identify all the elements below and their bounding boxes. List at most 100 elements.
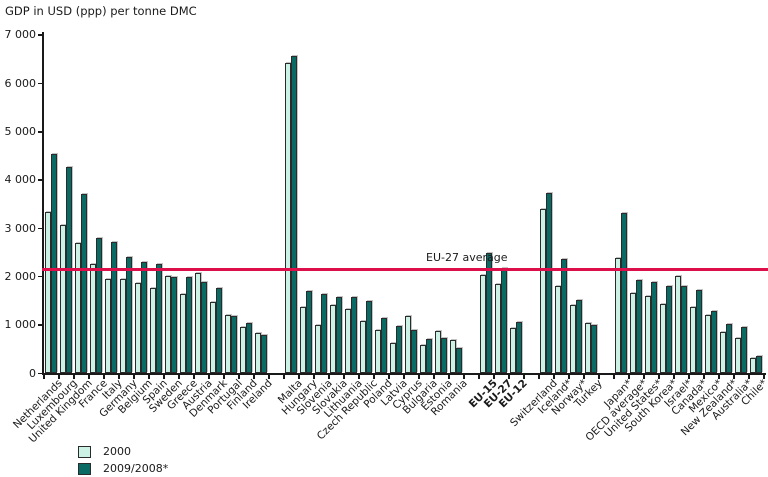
bar-2009-2008--slovakia	[336, 297, 342, 373]
x-tick-mark	[163, 375, 165, 379]
x-tick-mark	[88, 375, 90, 379]
x-tick-mark	[523, 375, 525, 379]
x-tick-mark	[718, 375, 720, 379]
x-tick-mark	[148, 375, 150, 379]
x-tick-mark	[403, 375, 405, 379]
x-tick-mark	[643, 375, 645, 379]
y-tick-label: 1 000	[4, 318, 37, 332]
x-tick-mark	[673, 375, 675, 379]
bar-2009-2008--united-states	[651, 282, 657, 373]
x-tick-mark	[763, 375, 765, 379]
bar-2000-belgium	[135, 283, 141, 373]
bar-2000-united-kingdom	[75, 243, 81, 373]
x-tick-mark	[238, 375, 240, 379]
bar-2009-2008--ireland	[261, 335, 267, 373]
bar-2000-france	[90, 264, 96, 373]
x-tick-mark	[298, 375, 300, 379]
x-tick-mark	[463, 375, 465, 379]
bar-2000-ireland	[255, 333, 261, 373]
bar-2000-malta	[285, 63, 291, 373]
x-tick-mark	[553, 375, 555, 379]
y-tick-mark	[38, 372, 43, 374]
bar-2009-2008--australia	[741, 327, 747, 373]
bar-2000-portugal	[225, 315, 231, 373]
bar-2009-2008--united-kingdom	[81, 194, 87, 373]
bar-2000-australia	[735, 338, 741, 373]
bar-2000-greece	[180, 294, 186, 373]
bar-2000-new-zealand	[720, 332, 726, 373]
bar-2000-czech-republic	[360, 321, 366, 373]
bar-2000-chile	[750, 358, 756, 373]
bar-2009-2008--cyprus	[411, 330, 417, 373]
x-tick-mark	[478, 375, 480, 379]
bar-2009-2008--new-zealand	[726, 324, 732, 373]
bar-2009-2008--lithuania	[351, 297, 357, 373]
bar-2009-2008--germany	[126, 257, 132, 373]
bar-2000-slovakia	[330, 305, 336, 373]
x-tick-mark	[208, 375, 210, 379]
x-tick-mark	[388, 375, 390, 379]
legend-swatch-2009-2008	[78, 462, 91, 475]
x-tick-mark	[748, 375, 750, 379]
eu27-average-line	[42, 268, 768, 272]
chart-title: GDP in USD (ppp) per tonne DMC	[5, 4, 197, 18]
x-tick-mark	[193, 375, 195, 379]
bar-2009-2008--portugal	[231, 316, 237, 373]
y-tick-mark	[38, 227, 43, 230]
x-tick-mark	[223, 375, 225, 379]
legend-label-2000: 2000	[103, 445, 131, 458]
y-tick-mark	[38, 34, 43, 36]
x-tick-mark	[358, 375, 360, 379]
reference-line-label: EU-27 average	[426, 251, 508, 265]
bar-2000-finland	[240, 327, 246, 373]
bar-2000-eu-15	[480, 275, 486, 373]
legend-label-2009-2008: 2009/2008*	[103, 462, 169, 475]
x-tick-mark	[283, 375, 285, 379]
bar-2009-2008--iceland	[561, 259, 567, 373]
bar-2000-poland	[375, 330, 381, 373]
bar-2009-2008--denmark	[216, 288, 222, 373]
bar-2009-2008--greece	[186, 277, 192, 373]
bar-2000-netherlands	[45, 212, 51, 373]
bar-2009-2008--canada	[696, 290, 702, 373]
bar-2009-2008--south-korea	[666, 286, 672, 373]
bar-2009-2008--poland	[381, 318, 387, 373]
bar-2009-2008--eu-12	[516, 322, 522, 373]
bar-2009-2008--japan	[621, 213, 627, 373]
bar-2009-2008--finland	[246, 323, 252, 373]
bar-2009-2008--austria	[201, 282, 207, 373]
bar-2000-bulgaria	[420, 345, 426, 373]
y-tick-label: 5 000	[4, 125, 37, 138]
bar-2009-2008--czech-republic	[366, 301, 372, 373]
x-tick-mark	[133, 375, 135, 379]
bar-2000-slovenia	[315, 325, 321, 373]
x-tick-mark	[103, 375, 105, 379]
bar-2000-eu-27	[495, 284, 501, 373]
bar-2000-israel	[675, 276, 681, 373]
bar-2000-sweden	[165, 276, 171, 373]
bar-2000-latvia	[390, 343, 396, 373]
bar-2000-italy	[105, 279, 111, 373]
x-tick-mark	[253, 375, 255, 379]
bar-2009-2008--latvia	[396, 326, 402, 373]
bar-2009-2008--estonia	[441, 338, 447, 373]
x-tick-mark	[268, 375, 270, 379]
bar-2000-denmark	[210, 302, 216, 373]
bar-2000-estonia	[435, 331, 441, 373]
bar-2009-2008--eu-27	[501, 268, 507, 373]
x-tick-mark	[613, 375, 615, 379]
x-tick-mark	[43, 375, 45, 379]
x-tick-mark	[73, 375, 75, 379]
bar-2000-luxembourg	[60, 225, 66, 373]
bar-2009-2008--mexico	[711, 311, 717, 373]
bar-2000-switzerland	[540, 209, 546, 373]
bar-2000-norway	[570, 305, 576, 373]
bar-2000-cyprus	[405, 316, 411, 373]
bar-2000-turkey	[585, 323, 591, 373]
x-tick-mark	[493, 375, 495, 379]
x-tick-mark	[343, 375, 345, 379]
bar-2009-2008--bulgaria	[426, 339, 432, 373]
x-tick-mark	[178, 375, 180, 379]
bar-2000-oecd-average	[630, 293, 636, 373]
